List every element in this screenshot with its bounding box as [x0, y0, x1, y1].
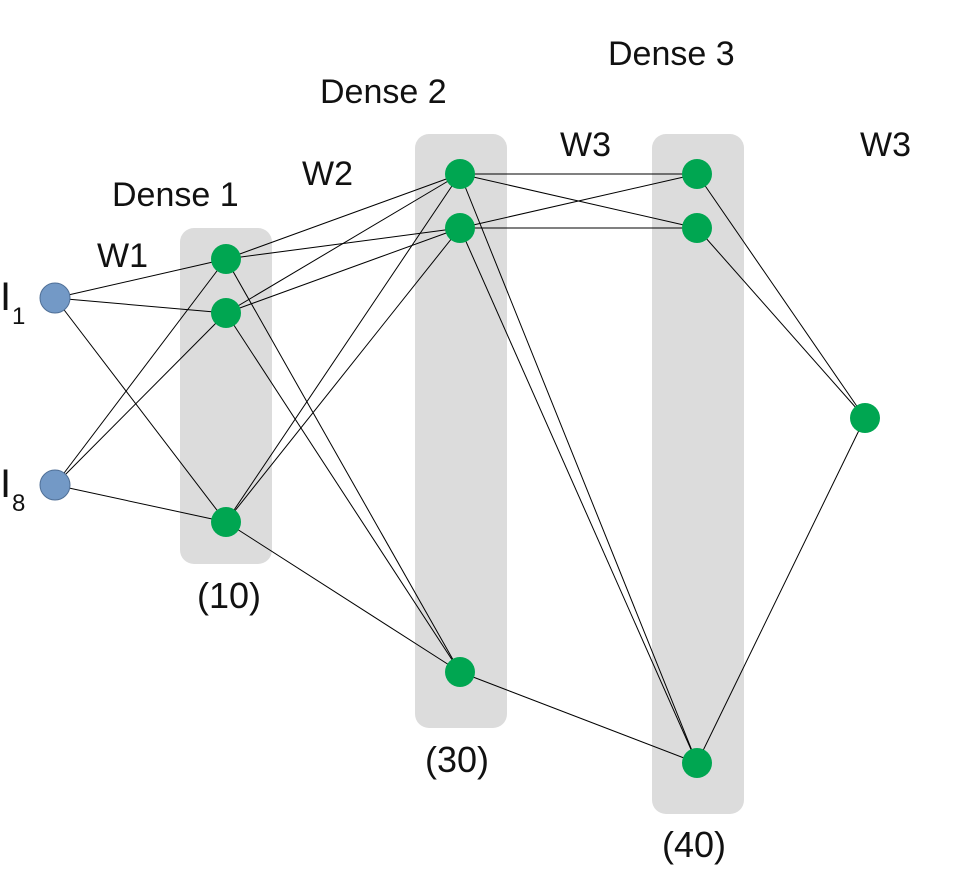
input8-label: I — [0, 462, 11, 506]
dense1-size: (10) — [197, 575, 261, 616]
edge — [54, 312, 227, 486]
edge — [459, 227, 698, 764]
edge — [54, 297, 227, 523]
input8-subscript: 8 — [12, 490, 25, 517]
edge — [225, 312, 461, 673]
input-node-1 — [39, 282, 71, 314]
dense3-title: Dense 3 — [608, 35, 735, 73]
input1-subscript: 1 — [12, 303, 25, 330]
edge — [225, 173, 461, 260]
input-node-8 — [39, 469, 71, 501]
dense2-node — [445, 657, 475, 687]
edge — [459, 173, 698, 764]
edge — [54, 258, 227, 299]
edge — [696, 417, 866, 764]
dense2-node — [445, 213, 475, 243]
edge — [459, 671, 698, 764]
edge — [225, 227, 461, 523]
dense2-node — [445, 159, 475, 189]
edge — [225, 173, 461, 314]
dense3-band — [652, 134, 744, 814]
edge — [54, 484, 227, 523]
dense3-size: (40) — [662, 824, 726, 865]
edge — [459, 173, 698, 229]
dense3-node — [682, 748, 712, 778]
edge — [225, 173, 461, 523]
dense3-node — [682, 159, 712, 189]
edge — [225, 227, 461, 314]
w3-label-left: W3 — [560, 126, 611, 164]
w1-label: W1 — [97, 237, 148, 275]
edges — [54, 173, 866, 764]
w2-label: W2 — [302, 155, 353, 193]
input1-label: I — [0, 275, 11, 319]
dense2-size: (30) — [425, 739, 489, 780]
dense1-band — [180, 228, 272, 564]
edge — [54, 258, 227, 486]
edge — [54, 297, 227, 314]
dense2-title: Dense 2 — [320, 73, 447, 111]
edge — [225, 521, 461, 673]
output-node — [850, 403, 880, 433]
edge — [696, 227, 866, 419]
edge — [225, 258, 461, 673]
dense1-node — [211, 298, 241, 328]
w3-label-right: W3 — [860, 126, 911, 164]
dense1-title: Dense 1 — [112, 176, 239, 214]
dense3-node — [682, 213, 712, 243]
dense1-node — [211, 507, 241, 537]
dense1-node — [211, 244, 241, 274]
edge — [696, 173, 866, 419]
